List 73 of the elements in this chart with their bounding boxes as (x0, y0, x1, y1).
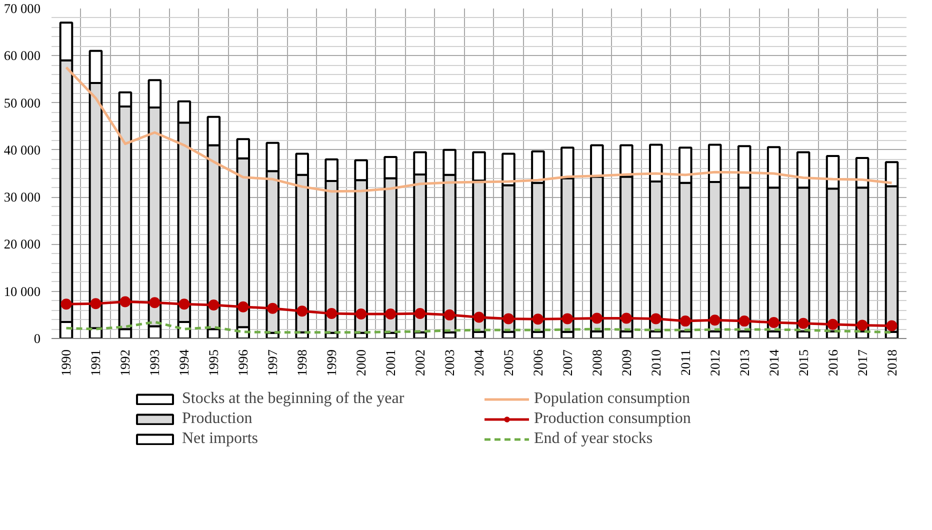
point (238, 301, 249, 312)
y-tick-label: 20 000 (4, 236, 41, 252)
x-tick-label: 1998 (294, 349, 310, 376)
x-tick-label: 2017 (854, 349, 870, 376)
point (120, 296, 131, 308)
x-tick-label: 2012 (707, 350, 722, 376)
point (680, 316, 691, 327)
x-tick-label: 2007 (560, 349, 575, 376)
x-tick-label: 1993 (147, 349, 162, 376)
y-tick-label: 60 000 (4, 48, 41, 64)
point (709, 314, 720, 326)
legend-label: Population consumption (534, 390, 691, 408)
point (60, 298, 72, 310)
x-tick-label: 2010 (648, 349, 664, 376)
point (385, 308, 396, 320)
point (620, 312, 632, 324)
x-tick-label: 2015 (796, 349, 811, 376)
point (650, 313, 662, 324)
x-tick-label: 1997 (265, 349, 280, 376)
point (474, 312, 484, 323)
x-tick-label: 2016 (825, 349, 840, 376)
point (738, 316, 750, 327)
point (178, 298, 190, 310)
legend-label: Production (182, 410, 254, 428)
x-tick-label: 2013 (736, 349, 752, 376)
x-tick-label: 1999 (324, 349, 340, 376)
x-tick-label: 1996 (236, 349, 251, 376)
y-tick-label: 50 000 (4, 95, 41, 110)
point (886, 320, 898, 332)
y-tick-label: 0 (34, 331, 41, 346)
x-tick-label: 1994 (176, 349, 192, 376)
legend-label: End of year stocks (534, 430, 654, 448)
x-tick-label: 2001 (383, 350, 398, 376)
x-tick-label: 2018 (884, 349, 900, 376)
point (326, 308, 338, 320)
point (296, 306, 308, 317)
point (768, 316, 780, 328)
point (444, 309, 456, 320)
x-tick-label: 2014 (766, 349, 782, 376)
point (90, 298, 102, 310)
x-tick-label: 2002 (412, 350, 428, 376)
y-tick-label: 10 000 (4, 284, 41, 299)
point (798, 318, 809, 329)
legend-label: Production consumption (534, 410, 692, 428)
line-series (64, 66, 894, 193)
x-tick-label: 2000 (354, 349, 369, 376)
x-tick-label: 2009 (618, 349, 634, 376)
point (267, 302, 278, 314)
x-tick-label: 2011 (678, 349, 693, 376)
y-tick-label: 70 000 (4, 1, 41, 16)
x-tick-label: 2003 (442, 349, 458, 376)
point (532, 314, 544, 325)
x-tick-label: 1990 (58, 349, 74, 376)
x-tick-label: 1992 (118, 350, 133, 376)
point (562, 313, 573, 324)
point (149, 297, 160, 308)
x-tick-label: 1995 (206, 349, 222, 376)
point (827, 318, 838, 330)
x-tick-label: 2004 (472, 349, 486, 376)
x-tick-label: 1991 (88, 350, 104, 376)
point (356, 308, 367, 320)
point (208, 300, 220, 311)
legend-label: Net imports (182, 430, 259, 448)
point (856, 320, 868, 331)
legend-label: Stocks at the beginning of the year (182, 390, 406, 408)
point (414, 308, 426, 320)
y-tick-label: 40 000 (4, 142, 41, 158)
point (591, 312, 602, 324)
point (502, 313, 514, 324)
x-tick-label: 2008 (589, 349, 604, 376)
x-tick-label: 2006 (530, 349, 546, 376)
x-tick-label: 2005 (500, 349, 516, 376)
y-tick-label: 30 000 (4, 190, 41, 205)
